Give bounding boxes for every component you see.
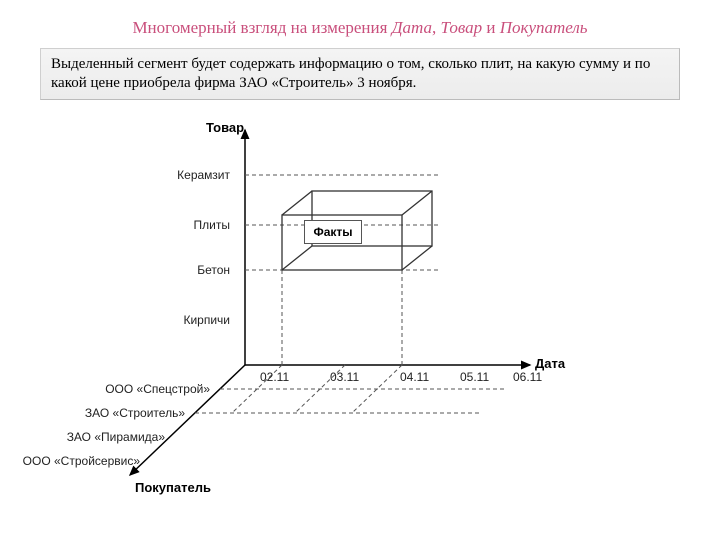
x-tick-0: 02.11 bbox=[260, 370, 289, 384]
x-tick-3: 05.11 bbox=[460, 370, 489, 384]
y-tick-0: Керамзит bbox=[160, 168, 230, 182]
y-tick-3: Кирпичи bbox=[160, 313, 230, 327]
z-tick-3: ООО «Стройсервис» bbox=[20, 454, 140, 468]
x-tick-1: 03.11 bbox=[330, 370, 359, 384]
title-sep2: и bbox=[482, 18, 500, 37]
z-tick-1: ЗАО «Строитель» bbox=[65, 406, 185, 420]
description-box: Выделенный сегмент будет содержать инфор… bbox=[40, 48, 680, 100]
title-dim2: Товар bbox=[441, 18, 483, 37]
facts-label-box: Факты bbox=[304, 220, 362, 244]
z-tick-0: ООО «Спецстрой» bbox=[90, 382, 210, 396]
title-prefix: Многомерный взгляд на измерения bbox=[132, 18, 391, 37]
y-tick-2: Бетон bbox=[160, 263, 230, 277]
y-axis-label: Товар bbox=[206, 120, 244, 135]
x-tick-2: 04.11 bbox=[400, 370, 429, 384]
title-dim3: Покупатель bbox=[500, 18, 588, 37]
title-sep1: , bbox=[432, 18, 441, 37]
y-tick-1: Плиты bbox=[160, 218, 230, 232]
cube-diagram: Факты Товар Дата Покупатель Керамзит Пли… bbox=[100, 120, 620, 520]
facts-label: Факты bbox=[313, 225, 352, 239]
z-axis-label: Покупатель bbox=[135, 480, 211, 495]
x-axis-label: Дата bbox=[535, 356, 565, 371]
x-tick-4: 06.11 bbox=[513, 370, 542, 384]
page-title: Многомерный взгляд на измерения Дата, То… bbox=[0, 18, 720, 38]
title-dim1: Дата bbox=[392, 18, 432, 37]
description-text: Выделенный сегмент будет содержать инфор… bbox=[51, 56, 650, 91]
z-tick-2: ЗАО «Пирамида» bbox=[45, 430, 165, 444]
